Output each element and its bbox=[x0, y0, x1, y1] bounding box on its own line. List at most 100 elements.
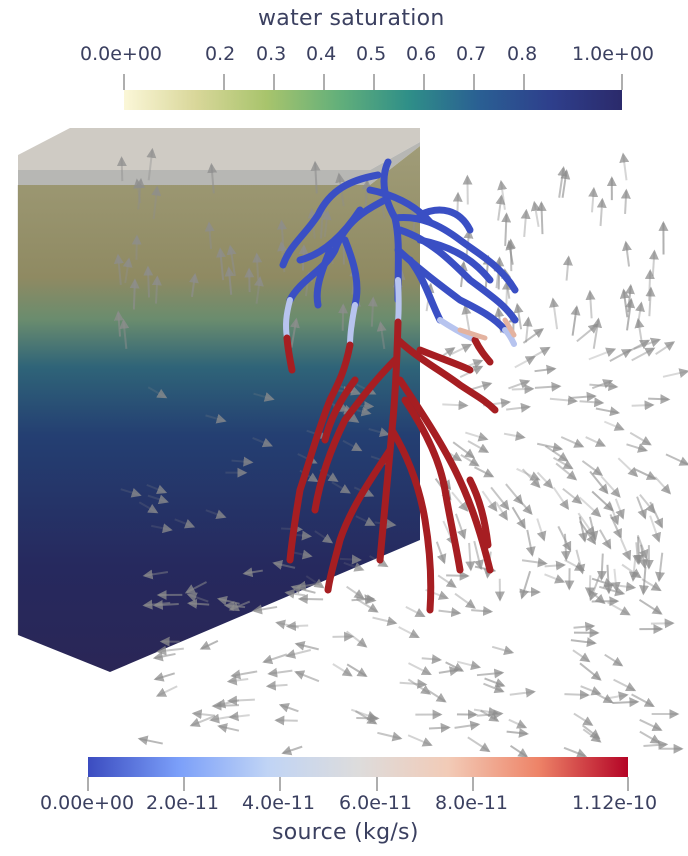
velocity-arrow bbox=[654, 476, 672, 495]
velocity-arrow bbox=[445, 661, 465, 672]
velocity-arrow bbox=[399, 678, 428, 689]
velocity-arrow bbox=[632, 542, 643, 566]
source-tick-label: 1.12e-10 bbox=[572, 792, 658, 814]
velocity-arrow bbox=[456, 660, 482, 671]
velocity-arrow bbox=[530, 200, 541, 227]
velocity-arrow bbox=[184, 581, 207, 594]
velocity-arrow bbox=[655, 552, 665, 583]
source-tick-label: 0.00e+00 bbox=[40, 792, 135, 814]
velocity-arrow bbox=[563, 746, 588, 758]
velocity-arrow bbox=[346, 585, 365, 599]
velocity-arrow bbox=[610, 568, 621, 593]
velocity-arrow bbox=[634, 317, 645, 343]
velocity-arrow bbox=[367, 296, 378, 327]
velocity-arrow bbox=[591, 490, 614, 512]
velocity-arrow bbox=[520, 208, 531, 238]
velocity-arrow bbox=[636, 496, 647, 520]
velocity-arrow bbox=[129, 278, 140, 310]
velocity-arrow bbox=[346, 663, 368, 677]
velocity-arrow bbox=[355, 515, 376, 526]
velocity-arrow bbox=[560, 533, 571, 562]
velocity-arrow bbox=[408, 662, 432, 676]
velocity-arrow bbox=[621, 240, 632, 267]
source-tick-label: 8.0e-11 bbox=[435, 792, 508, 814]
velocity-arrow bbox=[156, 645, 184, 656]
velocity-arrow bbox=[274, 715, 298, 726]
velocity-arrow bbox=[285, 621, 309, 632]
velocity-arrow bbox=[536, 442, 564, 453]
water-saturation-colorbar-title: water saturation bbox=[258, 6, 445, 31]
velocity-arrow bbox=[522, 316, 533, 343]
velocity-arrow bbox=[146, 147, 157, 181]
velocity-arrow bbox=[631, 347, 656, 362]
velocity-arrow bbox=[451, 491, 469, 512]
velocity-arrow bbox=[376, 321, 387, 350]
velocity-arrow bbox=[612, 697, 640, 708]
velocity-arrow bbox=[620, 538, 632, 561]
velocity-arrow bbox=[205, 509, 227, 519]
velocity-arrow bbox=[138, 501, 159, 514]
velocity-arrow bbox=[634, 468, 657, 480]
velocity-arrow bbox=[471, 606, 494, 616]
velocity-arrow bbox=[151, 275, 162, 304]
velocity-arrow bbox=[495, 501, 508, 521]
velocity-arrow bbox=[321, 209, 332, 238]
velocity-arrow bbox=[570, 637, 597, 648]
water-saturation-tick-label: 0.5 bbox=[356, 43, 387, 65]
velocity-arrow bbox=[509, 687, 536, 698]
velocity-arrow bbox=[536, 518, 547, 542]
velocity-arrow bbox=[480, 709, 500, 722]
velocity-arrow bbox=[151, 185, 162, 220]
velocity-arrow bbox=[501, 279, 512, 305]
velocity-arrow bbox=[625, 297, 636, 331]
velocity-arrow bbox=[508, 379, 531, 390]
velocity-arrow bbox=[649, 515, 661, 543]
water-saturation-tick-label: 0.7 bbox=[456, 43, 487, 65]
velocity-arrow bbox=[648, 394, 671, 405]
velocity-arrow bbox=[377, 731, 403, 742]
velocity-arrow bbox=[631, 400, 655, 411]
velocity-arrow bbox=[442, 400, 469, 411]
velocity-arrow bbox=[536, 471, 554, 489]
velocity-arrow bbox=[588, 347, 617, 361]
velocity-arrow bbox=[155, 685, 178, 697]
velocity-arrow bbox=[643, 739, 669, 750]
source-colorbar bbox=[88, 757, 628, 777]
velocity-arrow bbox=[534, 381, 562, 392]
velocity-arrow bbox=[278, 702, 299, 713]
velocity-arrow bbox=[511, 506, 526, 530]
velocity-arrow bbox=[629, 431, 652, 446]
velocity-arrow bbox=[562, 255, 573, 281]
velocity-arrow bbox=[135, 177, 146, 210]
velocity-arrow bbox=[314, 530, 334, 544]
velocity-arrow bbox=[465, 431, 489, 442]
velocity-arrow bbox=[544, 560, 566, 571]
source-tick-label: 2.0e-11 bbox=[146, 792, 219, 814]
velocity-arrow bbox=[549, 395, 578, 406]
velocity-arrow bbox=[146, 483, 168, 494]
velocity-arrow bbox=[188, 272, 199, 298]
velocity-arrow bbox=[446, 570, 470, 581]
velocity-arrow bbox=[131, 234, 142, 260]
velocity-arrow bbox=[137, 735, 163, 746]
velocity-arrow bbox=[562, 487, 583, 505]
velocity-arrow bbox=[147, 494, 169, 505]
velocity-arrow bbox=[576, 323, 599, 343]
soil-block-top-face bbox=[18, 128, 420, 170]
velocity-arrow bbox=[655, 341, 676, 356]
velocity-arrow bbox=[481, 490, 498, 512]
water-saturation-tick-label: 0.6 bbox=[406, 43, 437, 65]
velocity-arrow bbox=[147, 386, 168, 399]
velocity-arrow bbox=[564, 559, 586, 571]
velocity-arrow bbox=[552, 486, 570, 511]
velocity-arrow bbox=[272, 560, 296, 570]
velocity-arrow bbox=[407, 734, 433, 747]
velocity-arrow bbox=[544, 573, 566, 584]
velocity-arrow bbox=[635, 301, 645, 329]
velocity-arrow bbox=[619, 288, 630, 318]
water-saturation-tick-label: 0.4 bbox=[306, 43, 337, 65]
velocity-arrow bbox=[584, 575, 595, 598]
velocity-arrow bbox=[465, 542, 476, 572]
velocity-arrow bbox=[205, 413, 227, 424]
velocity-arrow bbox=[174, 518, 196, 529]
